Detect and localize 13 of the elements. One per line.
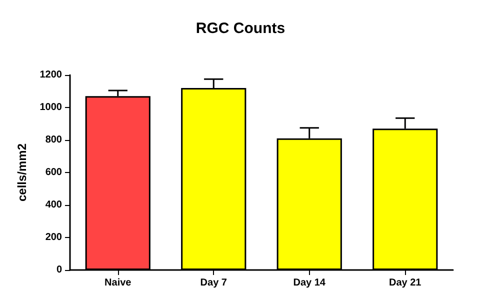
y-axis-title: cells/mm2 [15, 143, 29, 202]
x-tick-label: Day 14 [293, 278, 326, 288]
y-tick-label: 400 [45, 200, 62, 210]
y-tick-label: 0 [56, 264, 62, 276]
y-tick-label: 600 [45, 167, 62, 178]
y-tick-label: 1000 [40, 102, 62, 113]
y-tick-label: 200 [45, 232, 62, 243]
y-tick-label: 1200 [40, 70, 62, 80]
x-tick-label: Day 7 [200, 278, 228, 288]
chart-title: RGC Counts [196, 20, 286, 37]
x-tick-label: Day 21 [389, 278, 422, 288]
x-tick-label: Naive [104, 278, 132, 288]
y-tick-label: 800 [45, 134, 62, 146]
